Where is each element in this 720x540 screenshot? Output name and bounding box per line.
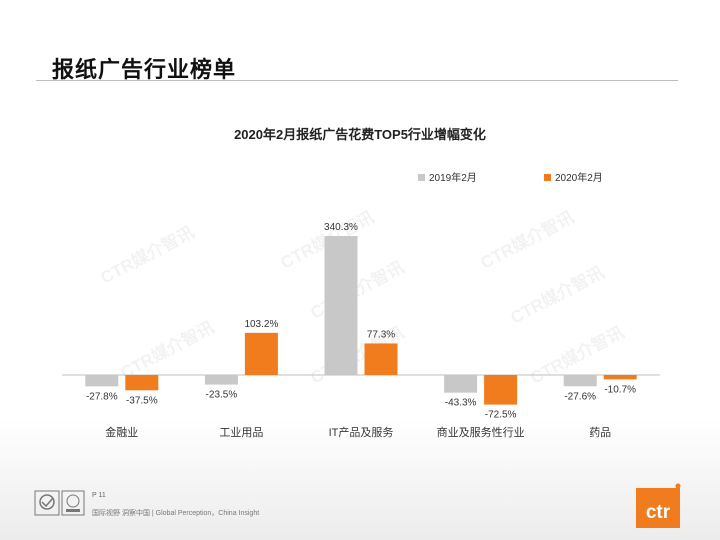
watermark-layer: CTR媒介智讯CTR媒介智讯CTR媒介智讯CTR媒介智讯CTR媒介智讯CTR媒介… (97, 207, 627, 388)
chart-title: 2020年2月报纸广告花费TOP5行业增幅变化 (234, 127, 486, 142)
legend-label-2019: 2019年2月 (429, 171, 477, 184)
bar-2020-2 (364, 343, 398, 375)
data-label-2019-0: -27.8% (86, 391, 118, 402)
bar-2019-1 (204, 375, 238, 385)
data-label-2019-4: -27.6% (564, 391, 596, 402)
legend-swatch-2019 (418, 174, 425, 181)
ctr-logo-text: ctr (646, 502, 671, 523)
bar-2020-3 (484, 375, 518, 405)
data-label-2020-4: -10.7% (604, 384, 636, 395)
data-label-2019-3: -43.3% (445, 398, 477, 409)
data-label-2020-3: -72.5% (485, 410, 517, 421)
bar-2020-4 (603, 375, 637, 380)
legend-label-2020: 2020年2月 (555, 171, 603, 184)
certification-logo (34, 490, 85, 516)
bar-2019-4 (563, 375, 597, 387)
footer-slogan: 国际视野 洞察中国 | Global Perception，China Insi… (92, 510, 260, 517)
page-title: 报纸广告行业榜单 (52, 57, 237, 82)
title-divider (36, 80, 678, 81)
bar-2019-3 (444, 375, 478, 393)
data-label-2020-0: -37.5% (126, 395, 158, 406)
bar-2020-0 (125, 375, 159, 391)
data-label-2020-2: 77.3% (367, 329, 395, 340)
bar-2019-0 (85, 375, 119, 387)
data-label-2019-2: 340.3% (324, 222, 358, 233)
legend-swatch-2020 (544, 174, 551, 181)
ctr-logo: ctr (636, 483, 681, 528)
footer-fade (0, 420, 720, 540)
page-number: P 11 (92, 492, 106, 499)
watermark-4: CTR媒介智讯 (507, 262, 607, 328)
watermark-0: CTR媒介智讯 (97, 222, 197, 288)
watermark-5: CTR媒介智讯 (117, 317, 217, 383)
bar-2019-2 (324, 236, 358, 375)
bar-2020-1 (244, 332, 278, 375)
data-label-2019-1: -23.5% (206, 390, 238, 401)
watermark-2: CTR媒介智讯 (477, 207, 577, 273)
data-label-2020-1: 103.2% (244, 319, 278, 330)
